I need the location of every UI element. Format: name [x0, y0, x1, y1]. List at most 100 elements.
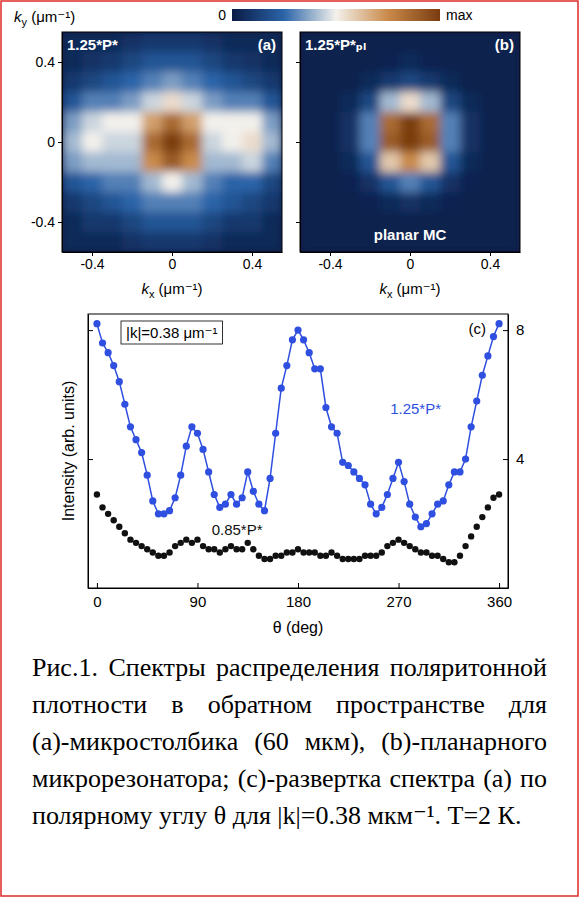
- data-point: [462, 455, 469, 462]
- heat-cell: [142, 232, 163, 252]
- data-point: [479, 372, 486, 379]
- heat-cell: [242, 232, 263, 252]
- plot-frame: [62, 32, 282, 252]
- heat-cell: [300, 112, 321, 133]
- heat-cell: [242, 112, 263, 133]
- heat-cell: [82, 192, 103, 213]
- data-point: [172, 543, 178, 549]
- data-point: [222, 501, 229, 508]
- caption-word: (a)-микростолбика: [32, 727, 239, 756]
- data-point: [485, 504, 491, 510]
- tick-mark: [58, 62, 62, 63]
- xticks-axis: -0.400.4: [301, 252, 521, 272]
- heat-cell: [480, 172, 501, 193]
- caption-word: микрорезонатора;: [32, 764, 230, 793]
- yticks-axis: [296, 33, 301, 253]
- heat-cell: [222, 192, 243, 213]
- data-point: [356, 556, 362, 562]
- heat-cell: [102, 72, 123, 93]
- heat-cell: [500, 112, 520, 133]
- heat-cell: [400, 72, 421, 93]
- colorbar: [232, 9, 440, 21]
- heat-cell: [122, 112, 143, 133]
- data-point: [244, 468, 251, 475]
- caption-word: К.: [498, 801, 522, 830]
- heat-cell: [122, 32, 143, 53]
- heat-cell: [62, 152, 83, 173]
- heat-cell: [122, 212, 143, 233]
- data-point: [194, 536, 200, 542]
- heat-cell: [460, 132, 481, 153]
- data-point: [127, 536, 133, 542]
- heat-cell: [380, 172, 401, 193]
- tick-label: 270: [387, 593, 412, 610]
- heat-cell: [440, 92, 461, 113]
- heat-cell: [340, 72, 361, 93]
- data-point: [401, 478, 408, 485]
- data-point: [407, 543, 413, 549]
- yticks-axis: [88, 315, 93, 589]
- heat-cell: [340, 132, 361, 153]
- heat-cell: [400, 52, 421, 73]
- caption-word: θ: [214, 801, 226, 830]
- caption-line: Рис.1.Спектрыраспределенияполяритонной: [32, 653, 547, 682]
- yticks-axis: 48: [503, 315, 524, 589]
- data-point: [389, 475, 396, 482]
- heat-cell: [62, 232, 83, 252]
- heat-cell: [222, 112, 243, 133]
- data-point: [457, 553, 463, 559]
- tick-mark: [503, 459, 508, 460]
- series: [93, 320, 502, 530]
- data-point: [228, 543, 234, 549]
- heat-cell: [300, 132, 321, 153]
- data-point: [132, 436, 139, 443]
- data-point: [384, 543, 390, 549]
- heat-cell: [162, 32, 183, 53]
- heat-cell: [122, 232, 143, 252]
- heat-cell: [162, 132, 183, 153]
- heat-cell: [102, 112, 123, 133]
- heat-cell: [440, 132, 461, 153]
- plot-area: [62, 32, 282, 252]
- heat-cell: [182, 92, 203, 113]
- caption-word: (b)-планарного: [381, 727, 547, 756]
- tick: [88, 330, 93, 331]
- heat-cell: [480, 132, 501, 153]
- heat-cell: [142, 52, 163, 73]
- tick: 0: [169, 252, 177, 272]
- data-point: [423, 520, 430, 527]
- x-axis-title: kx (μm⁻¹): [141, 280, 202, 300]
- data-point: [161, 553, 167, 559]
- data-point: [283, 362, 290, 369]
- heat-cell: [300, 212, 321, 233]
- heat-cell: [142, 112, 163, 133]
- panel-label: (a): [258, 36, 276, 53]
- data-point: [183, 536, 189, 542]
- data-point: [105, 349, 112, 356]
- heat-cell: [340, 52, 361, 73]
- axis-line: [62, 33, 63, 253]
- heat-cell: [162, 92, 183, 113]
- data-point: [116, 378, 123, 385]
- heat-cell: [162, 72, 183, 93]
- data-point: [178, 540, 184, 546]
- heat-cell: [320, 92, 341, 113]
- heat-cell: [300, 172, 321, 193]
- heat-cell: [82, 132, 103, 153]
- plot-area: [300, 32, 520, 252]
- data-point: [473, 397, 480, 404]
- heat-cell: [380, 52, 401, 73]
- heat-cell: [242, 172, 263, 193]
- plot-background: [62, 32, 282, 252]
- data-point: [289, 336, 296, 343]
- heat-cell: [222, 232, 243, 252]
- heat-cell: [320, 232, 341, 252]
- data-point: [255, 501, 262, 508]
- heat-cell: [162, 192, 183, 213]
- heat-cell: [82, 52, 103, 73]
- heat-cell: [500, 52, 520, 73]
- caption-word: пространстве: [336, 690, 485, 719]
- data-point: [183, 443, 190, 450]
- heat-cell: [340, 152, 361, 173]
- heat-cell: [162, 152, 183, 173]
